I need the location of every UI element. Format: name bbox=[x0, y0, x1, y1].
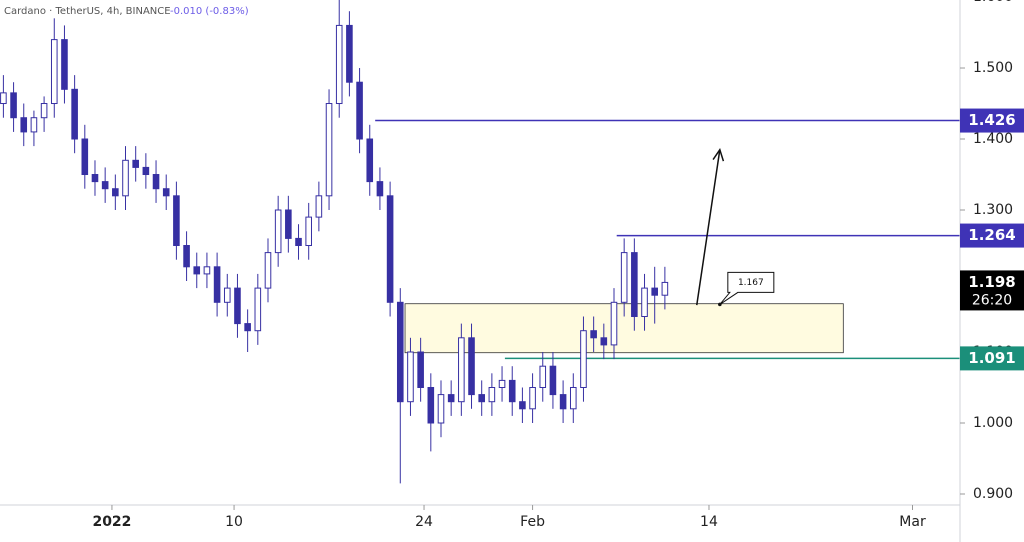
price-label-box bbox=[960, 346, 1024, 371]
candle-body bbox=[447, 394, 455, 403]
candle-body bbox=[152, 174, 160, 190]
price-label: 1.091 bbox=[968, 349, 1015, 367]
candle-body bbox=[183, 245, 190, 268]
candle-body bbox=[305, 216, 312, 247]
y-tick-label: 0.900 bbox=[973, 486, 1013, 502]
candle-body bbox=[356, 81, 363, 140]
price-change: -0.010 (-0.83%) bbox=[170, 6, 249, 17]
candle-body bbox=[427, 387, 435, 424]
y-tick-label: 1.400 bbox=[973, 131, 1013, 147]
candle-body bbox=[590, 330, 597, 339]
candle-body bbox=[539, 365, 547, 389]
arrow bbox=[696, 149, 721, 306]
candle-body bbox=[30, 117, 38, 133]
candle-body bbox=[193, 266, 201, 275]
symbol-info: Cardano · TetherUS, 4h, BINANCE bbox=[4, 6, 171, 17]
candle-body bbox=[600, 337, 608, 346]
candle-body bbox=[559, 394, 567, 410]
y-tick-label: 1.500 bbox=[973, 60, 1013, 76]
candle-body bbox=[274, 209, 282, 254]
price-label: 1.426 bbox=[968, 111, 1015, 129]
candle-body bbox=[173, 195, 180, 247]
callout-box bbox=[719, 271, 775, 305]
candle-body bbox=[91, 174, 99, 183]
candle-body bbox=[142, 166, 150, 176]
candle-body bbox=[458, 337, 465, 403]
x-tick-label: 2022 bbox=[92, 514, 131, 530]
candle-body bbox=[580, 330, 587, 389]
candle-body bbox=[315, 195, 323, 218]
last-price-box bbox=[960, 270, 1024, 311]
candle-body bbox=[101, 181, 109, 190]
candle-body bbox=[132, 159, 139, 168]
candle-body bbox=[529, 387, 536, 410]
candle-body bbox=[376, 181, 384, 197]
candle-body bbox=[437, 394, 445, 424]
candle-body bbox=[122, 159, 129, 197]
candle-body bbox=[213, 266, 221, 303]
x-tick-label: Mar bbox=[899, 514, 926, 530]
candle-body bbox=[50, 39, 58, 105]
x-tick-label: 24 bbox=[415, 514, 433, 530]
candle-body bbox=[335, 24, 343, 105]
y-tick-label: 1.000 bbox=[973, 415, 1013, 431]
candle-body bbox=[651, 287, 658, 296]
candle-body bbox=[468, 337, 475, 396]
candle-body bbox=[631, 252, 638, 318]
candle-body bbox=[396, 301, 404, 403]
candle-body bbox=[386, 195, 394, 303]
price-label-box bbox=[960, 223, 1024, 248]
candle-body bbox=[223, 287, 231, 303]
candle-body bbox=[285, 209, 292, 239]
candle-body bbox=[325, 103, 333, 197]
candle-body bbox=[569, 387, 577, 410]
candle-body bbox=[661, 281, 669, 296]
candle-body bbox=[10, 92, 17, 119]
price-label-box bbox=[960, 108, 1024, 133]
callout-label: 1.167 bbox=[738, 278, 764, 288]
candle-body bbox=[112, 188, 119, 197]
candle-body bbox=[417, 351, 424, 389]
candle-body bbox=[234, 287, 241, 325]
candle-body bbox=[20, 117, 28, 133]
price-label: 1.264 bbox=[968, 226, 1015, 244]
candle-body bbox=[549, 365, 557, 396]
x-tick-label: 14 bbox=[700, 514, 718, 530]
candle-body bbox=[71, 88, 78, 140]
candle-body bbox=[295, 237, 302, 247]
x-tick-label: 10 bbox=[225, 514, 243, 530]
candle-body bbox=[641, 287, 648, 318]
candle-body bbox=[244, 323, 251, 332]
plot-area: 1.167 bbox=[0, 0, 960, 484]
candle-body bbox=[610, 301, 618, 346]
candle-body bbox=[508, 379, 516, 403]
y-tick-label: 1.300 bbox=[973, 202, 1013, 218]
last-price-label: 1.198 bbox=[968, 273, 1015, 291]
y-tick-label: 1.600 bbox=[973, 0, 1013, 5]
candle-body bbox=[0, 92, 7, 105]
candle-body bbox=[366, 138, 374, 183]
candle-body bbox=[478, 394, 485, 403]
x-tick-label: Feb bbox=[520, 514, 545, 530]
candle-body bbox=[254, 287, 262, 332]
candle-body bbox=[203, 266, 211, 275]
candle-body bbox=[264, 252, 272, 289]
candle-body bbox=[519, 401, 526, 410]
candle-body bbox=[162, 188, 170, 197]
candle-body bbox=[40, 103, 48, 119]
candle-body bbox=[498, 379, 506, 389]
candle-body bbox=[346, 24, 353, 83]
countdown-label: 26:20 bbox=[972, 292, 1012, 308]
candle-body bbox=[407, 351, 414, 403]
candle-body bbox=[61, 39, 68, 90]
candle-body bbox=[620, 252, 628, 303]
candle-body bbox=[81, 138, 89, 176]
arrow-head bbox=[712, 147, 725, 162]
candle-body bbox=[488, 387, 496, 403]
